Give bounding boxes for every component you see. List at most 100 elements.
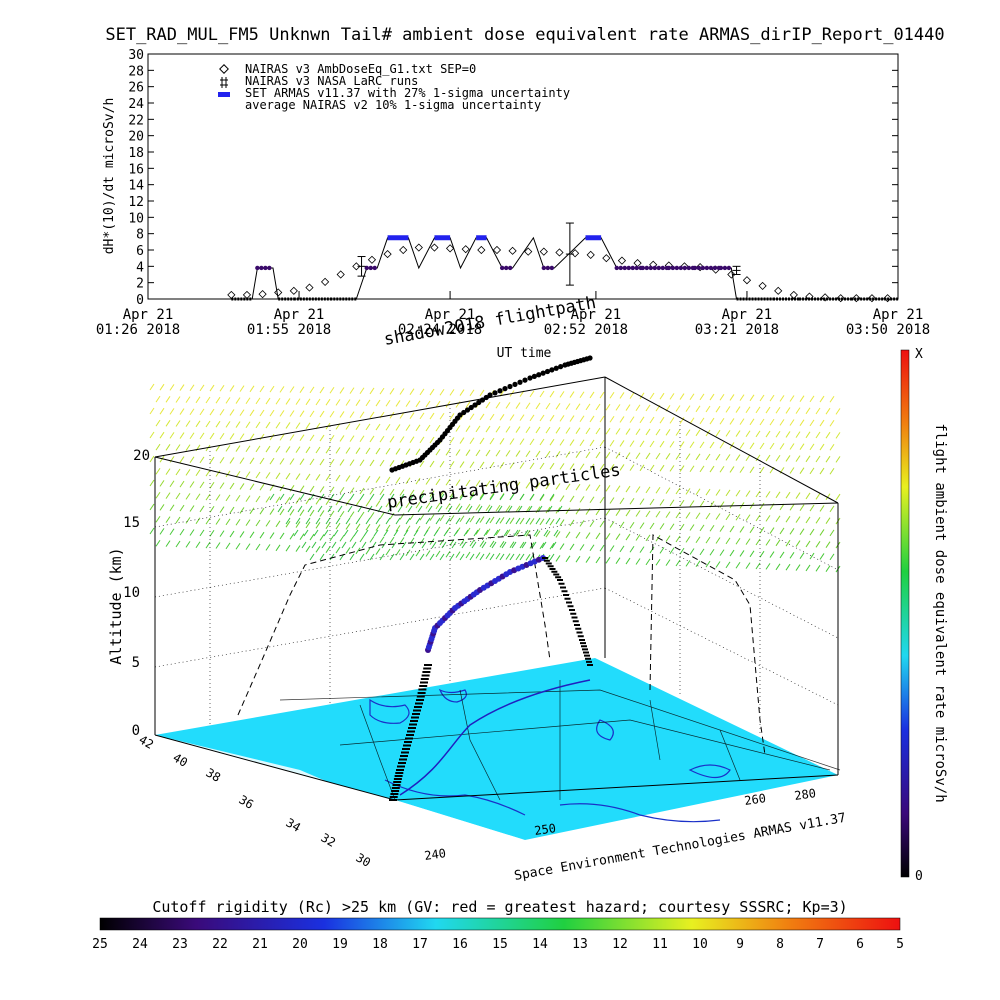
- particle-mark: [555, 517, 561, 525]
- particle-mark: [555, 451, 561, 458]
- particle-mark: [555, 427, 561, 434]
- particle-mark: [825, 541, 831, 548]
- particle-mark: [289, 533, 295, 540]
- particle-mark: [499, 493, 505, 501]
- particle-mark: [345, 517, 351, 525]
- particle-mark: [155, 491, 161, 499]
- particle-mark: [709, 549, 715, 556]
- particle-mark: [775, 539, 781, 547]
- particle-mark: [645, 534, 651, 542]
- particle-mark: [575, 427, 581, 434]
- particle-mark: [355, 517, 361, 525]
- particle-mark: [645, 428, 651, 436]
- particle-mark: [205, 517, 211, 525]
- particle-mark: [419, 412, 425, 420]
- particle-mark: [469, 461, 475, 469]
- particle-mark: [335, 399, 341, 406]
- particle-mark: [665, 453, 671, 460]
- particle-mark: [329, 458, 335, 466]
- particle-mark: [689, 417, 695, 424]
- particle-mark: [745, 514, 751, 521]
- particle-mark: [469, 389, 475, 397]
- particle-mark: [225, 518, 231, 526]
- particle-mark: [341, 541, 347, 549]
- particle-mark: [395, 501, 401, 508]
- particle-mark: [365, 547, 371, 555]
- particle-mark: [705, 512, 711, 520]
- particle-mark: [175, 396, 181, 403]
- particle-mark: [659, 499, 665, 506]
- particle-mark: [429, 490, 435, 497]
- rigidity-title: Cutoff rigidity (Rc) >25 km (GV: red = g…: [152, 898, 847, 916]
- armas-high-segment: [434, 235, 451, 241]
- rigidity-tick-label: 22: [212, 937, 228, 952]
- particle-mark: [239, 385, 245, 392]
- particle-mark: [505, 553, 511, 560]
- particle-mark: [579, 520, 585, 527]
- particle-mark: [759, 418, 765, 426]
- armas-zero-point: [249, 297, 252, 301]
- particle-mark: [259, 409, 265, 417]
- armas-zero-point: [305, 297, 308, 301]
- particle-mark: [605, 509, 611, 516]
- particle-mark: [465, 401, 471, 408]
- particle-mark: [699, 548, 705, 556]
- nairas-point: [633, 258, 642, 268]
- particle-mark: [719, 501, 725, 508]
- particle-mark: [615, 485, 621, 492]
- particle-mark: [419, 537, 425, 545]
- particle-mark: [319, 553, 325, 561]
- particle-mark: [505, 505, 511, 512]
- particle-mark: [459, 553, 465, 561]
- particle-mark: [333, 529, 339, 537]
- particle-mark: [515, 505, 521, 513]
- particle-mark: [349, 459, 355, 466]
- particle-mark: [475, 480, 481, 487]
- particle-mark: [685, 512, 691, 519]
- particle-mark: [765, 454, 771, 462]
- particle-mark: [355, 523, 361, 531]
- particle-mark: [349, 493, 355, 501]
- particle-mark: [345, 475, 351, 482]
- armas-point: [722, 265, 728, 271]
- particle-mark: [495, 449, 501, 457]
- map-plane: [155, 658, 838, 840]
- armas-zero-point: [799, 297, 802, 301]
- particle-mark: [755, 490, 761, 498]
- larc-errorbar: [732, 265, 741, 275]
- particle-mark: [245, 495, 251, 502]
- armas-zero-point: [342, 297, 345, 301]
- particle-mark: [225, 470, 231, 478]
- particle-mark: [149, 383, 155, 391]
- particle-mark: [805, 431, 811, 439]
- particle-mark: [469, 539, 475, 547]
- colorbar-top-label: X: [915, 347, 923, 362]
- particle-mark: [385, 423, 391, 431]
- particle-mark: [659, 440, 665, 448]
- particle-mark: [375, 500, 381, 507]
- particle-mark: [359, 411, 365, 419]
- particle-mark: [475, 425, 481, 433]
- particle-mark: [799, 395, 805, 402]
- particle-mark: [399, 388, 405, 395]
- particle-mark: [409, 436, 415, 443]
- particle-mark: [599, 415, 605, 423]
- particle-mark: [545, 402, 551, 410]
- particle-mark: [179, 384, 185, 391]
- particle-mark: [303, 529, 309, 537]
- armas-zero-point: [751, 297, 754, 301]
- particle-mark: [239, 409, 245, 416]
- y-tick-label: 14: [128, 179, 144, 194]
- particle-mark: [521, 541, 527, 549]
- particle-mark: [789, 419, 795, 426]
- particle-mark: [339, 459, 345, 466]
- particle-mark: [679, 465, 685, 472]
- armas-zero-point: [302, 297, 305, 301]
- particle-mark: [399, 412, 405, 419]
- particle-mark: [185, 396, 191, 403]
- particle-mark: [715, 537, 721, 544]
- particle-mark: [165, 516, 171, 523]
- particle-mark: [475, 517, 481, 525]
- particle-mark: [369, 536, 375, 543]
- lat-tick-label: 42: [137, 732, 157, 751]
